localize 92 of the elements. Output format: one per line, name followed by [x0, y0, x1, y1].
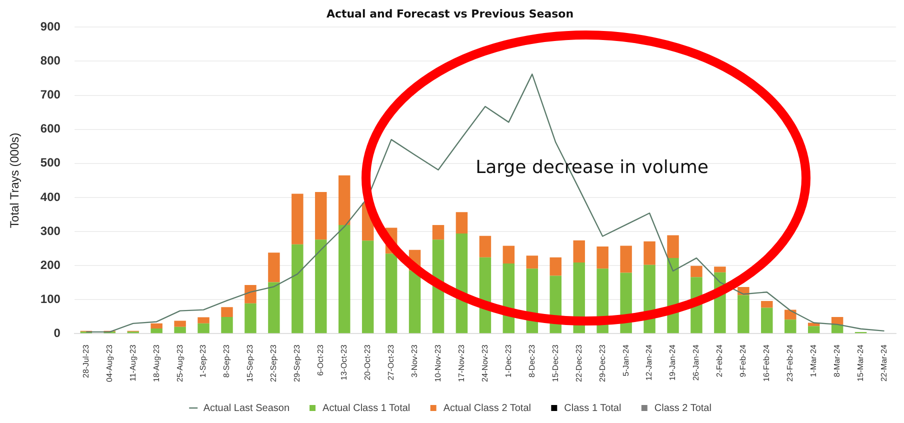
bar — [174, 320, 186, 327]
x-tick-label: 12-Jan-24 — [644, 344, 654, 381]
x-tick-label: 22-Mar-24 — [879, 344, 888, 382]
bar — [221, 307, 233, 317]
legend-label: Class 1 Total — [564, 402, 622, 414]
x-tick-label: 13-Oct-23 — [340, 344, 349, 380]
bar — [808, 326, 820, 334]
bar — [198, 323, 210, 334]
x-tick-label: 8-Sep-23 — [222, 344, 232, 378]
x-tick-label: 17-Nov-23 — [456, 344, 466, 382]
x-tick-label: 15-Sep-23 — [246, 344, 255, 382]
bar — [292, 194, 304, 244]
y-tick-label: 700 — [40, 88, 61, 102]
bar — [761, 300, 773, 308]
x-tick-label: 29-Dec-23 — [598, 344, 607, 382]
y-tick-label: 400 — [40, 190, 61, 204]
x-tick-label: 27-Oct-23 — [386, 344, 396, 380]
x-tick-label: 22-Sep-23 — [269, 344, 278, 382]
x-tick-label: 19-Jan-24 — [668, 344, 678, 381]
bar — [268, 252, 280, 282]
chart-title: Actual and Forecast vs Previous Season — [326, 7, 574, 20]
bar — [831, 316, 844, 324]
bar — [244, 303, 256, 334]
x-tick-label: 24-Nov-23 — [480, 344, 490, 382]
bar — [456, 212, 468, 234]
bar — [667, 235, 679, 258]
y-tick-label: 600 — [40, 122, 61, 136]
bar — [315, 192, 327, 240]
bar — [174, 326, 186, 334]
x-tick-label: 22-Dec-23 — [574, 344, 584, 382]
x-tick-label: 6-Oct-23 — [316, 344, 326, 376]
bar — [550, 257, 562, 276]
bar — [408, 270, 421, 334]
y-tick-label: 200 — [40, 258, 61, 272]
x-tick-label: 25-Aug-23 — [175, 344, 184, 382]
x-tick-label: 3-Nov-23 — [410, 344, 419, 378]
legend-label: Actual Class 1 Total — [322, 402, 410, 414]
legend-label: Actual Last Season — [203, 402, 290, 414]
bar — [596, 246, 608, 269]
y-tick-label: 0 — [54, 326, 61, 340]
x-tick-label: 8-Dec-23 — [527, 344, 536, 378]
bar — [432, 225, 444, 240]
x-tick-label: 8-Mar-24 — [832, 344, 842, 378]
x-tick-label: 9-Feb-24 — [738, 344, 748, 378]
bar — [526, 256, 538, 269]
bar — [338, 175, 350, 226]
bar — [292, 244, 304, 334]
bar — [198, 317, 210, 324]
x-tick-label: 16-Feb-24 — [762, 344, 772, 382]
bar — [644, 241, 656, 265]
x-tick-label: 26-Jan-24 — [692, 344, 701, 381]
x-tick-label: 15-Dec-23 — [550, 344, 560, 382]
x-tick-label: 11-Aug-23 — [128, 344, 138, 382]
x-tick-label: 1-Sep-23 — [198, 344, 208, 378]
legend-label: Class 2 Total — [654, 402, 712, 414]
x-tick-label: 1-Mar-24 — [809, 344, 818, 378]
x-tick-label: 23-Feb-24 — [786, 344, 795, 382]
bar — [784, 320, 796, 334]
x-tick-label: 2-Feb-24 — [715, 344, 724, 378]
bar — [221, 316, 233, 334]
x-tick-label: 29-Sep-23 — [292, 344, 302, 382]
bar — [502, 246, 515, 264]
y-tick-label: 100 — [40, 292, 61, 306]
y-tick-label: 900 — [40, 20, 61, 34]
bar — [244, 284, 256, 304]
bar — [150, 328, 162, 334]
bar — [714, 266, 726, 272]
bar — [690, 266, 702, 278]
bar — [738, 295, 750, 334]
x-tick-label: 28-Jul-23 — [81, 344, 90, 378]
bar — [268, 282, 280, 334]
bar — [479, 236, 492, 258]
x-tick-label: 10-Nov-23 — [433, 344, 442, 382]
x-tick-label: 1-Dec-23 — [504, 344, 513, 378]
bar — [338, 225, 350, 334]
bar — [385, 254, 398, 334]
y-tick-label: 800 — [40, 54, 61, 68]
x-tick-label: 20-Oct-23 — [363, 344, 372, 380]
y-tick-label: 500 — [40, 156, 61, 170]
bar — [573, 240, 585, 262]
bar — [761, 308, 773, 334]
y-tick-label: 300 — [40, 224, 61, 238]
bar — [362, 240, 374, 334]
bar — [315, 240, 327, 334]
legend-label: Actual Class 2 Total — [443, 402, 531, 414]
bar — [620, 246, 632, 273]
x-tick-label: 04-Aug-23 — [104, 344, 114, 382]
x-tick-label: 18-Aug-23 — [152, 344, 161, 382]
bar — [150, 323, 162, 329]
y-axis-title: Total Trays (000s) — [8, 132, 22, 228]
x-tick-label: 5-Jan-24 — [621, 344, 630, 376]
x-tick-label: 15-Mar-24 — [856, 344, 865, 382]
